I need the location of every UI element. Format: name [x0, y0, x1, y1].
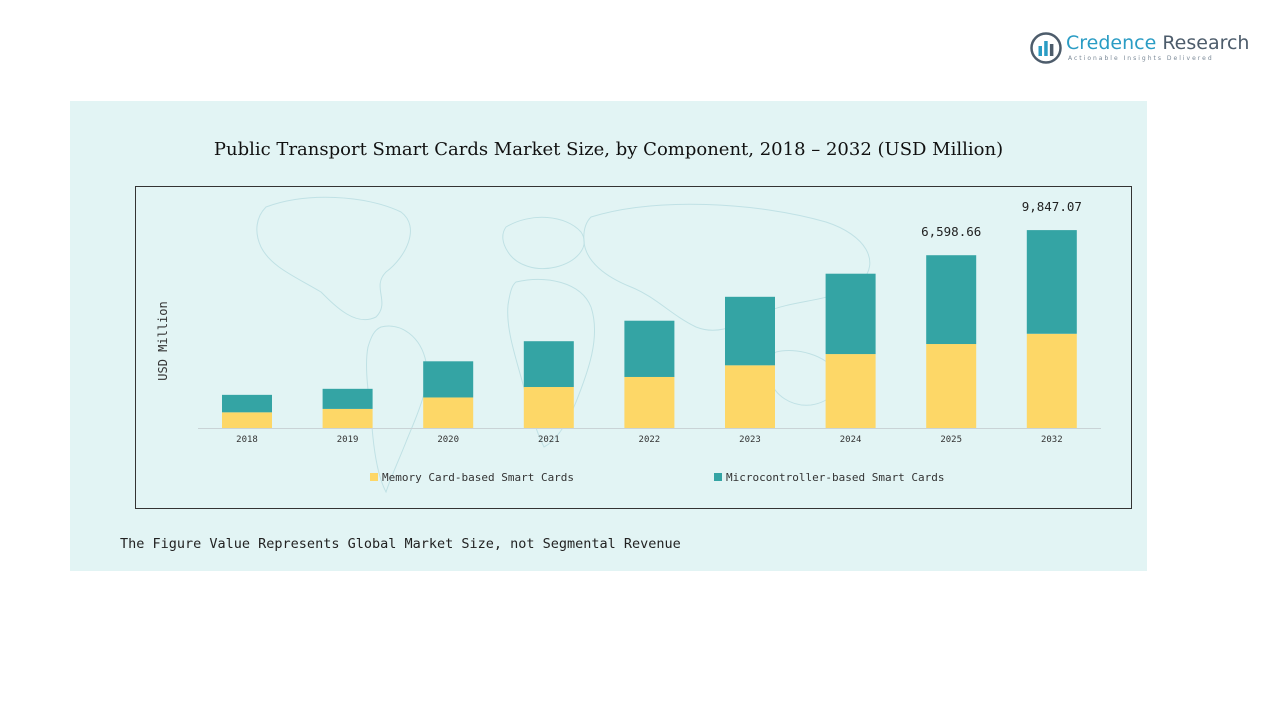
chart-plot: USD Million 2018 2019 2020 2021 2022 2023 2024… — [156, 196, 1101, 494]
bar-2023-microcontroller — [725, 296, 775, 366]
bar-2024-microcontroller — [825, 273, 876, 355]
logo-name: Credence Research — [1066, 32, 1249, 54]
bar-2020-memory — [423, 397, 474, 428]
chart-title: Public Transport Smart Cards Market Size… — [213, 139, 1004, 160]
x-tick-label-2020: 2020 — [437, 435, 459, 445]
bar-2022-memory — [624, 376, 675, 428]
bar-2021-memory — [523, 387, 574, 428]
x-tick-label-2024: 2024 — [840, 435, 862, 445]
x-tick-label-2022: 2022 — [639, 435, 661, 445]
x-tick-label-2032: 2032 — [1041, 435, 1063, 445]
x-tick-label-2021: 2021 — [538, 435, 560, 445]
bar-2023-memory — [725, 365, 775, 428]
logo-name-part2: Research — [1156, 32, 1250, 54]
logo-name-part1: Credence — [1066, 32, 1157, 54]
chart-frame: USD Million 2018 2019 2020 2021 2022 2023 2024… — [135, 186, 1132, 509]
bar-2024-memory — [825, 354, 876, 428]
bar-2019-microcontroller — [322, 388, 373, 409]
footnote: The Figure Value Represents Global Marke… — [120, 536, 681, 552]
x-tick-label-2025: 2025 — [940, 435, 962, 445]
bar-2018-memory — [222, 412, 272, 428]
logo-tagline: Actionable Insights Delivered — [1068, 55, 1214, 62]
logo-emblem-icon — [1030, 32, 1062, 64]
credence-research-logo: Credence Research Actionable Insights De… — [1030, 30, 1249, 66]
bar-2025-microcontroller — [926, 255, 977, 345]
data-label-2032: 9,847.07 — [1022, 199, 1082, 214]
bar-2020-microcontroller — [423, 361, 474, 398]
legend-label-microcontroller: Microcontroller‑based Smart Cards — [726, 471, 945, 484]
legend-swatch-microcontroller — [714, 473, 722, 481]
bar-2032-microcontroller — [1026, 230, 1077, 334]
bar-2022-microcontroller — [624, 320, 675, 377]
bar-2021-microcontroller — [523, 341, 574, 388]
x-tick-label-2018: 2018 — [236, 435, 258, 445]
bar-2019-memory — [322, 408, 373, 428]
chart-panel: Public Transport Smart Cards Market Size… — [70, 101, 1147, 571]
legend-swatch-memory — [370, 473, 378, 481]
data-label-2025: 6,598.66 — [921, 224, 981, 239]
y-axis-title: USD Million — [156, 301, 170, 380]
legend-label-memory: Memory Card‑based Smart Cards — [382, 471, 574, 484]
bar-2032-memory — [1026, 333, 1077, 428]
x-tick-label-2023: 2023 — [739, 435, 761, 445]
bar-2025-memory — [926, 344, 977, 428]
x-tick-label-2019: 2019 — [337, 435, 359, 445]
bar-2018-microcontroller — [222, 394, 272, 413]
